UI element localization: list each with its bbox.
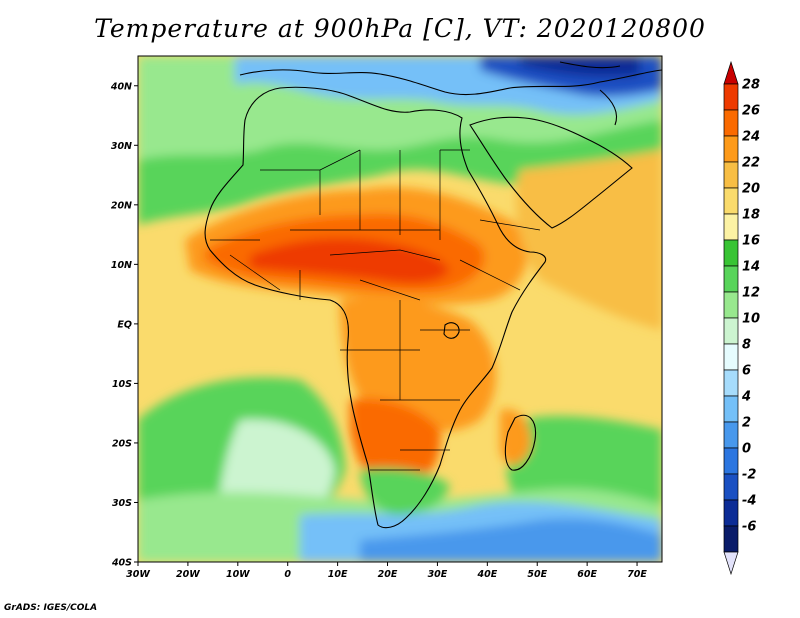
x-tick-label: 20W — [176, 569, 200, 580]
x-tick-label: 10E — [328, 569, 348, 580]
colorbar-swatch — [723, 187, 739, 215]
colorbar-max-triangle — [723, 60, 739, 85]
colorbar-swatch — [723, 83, 739, 111]
x-tick-label: 20E — [378, 569, 398, 580]
colorbar-swatch — [723, 447, 739, 475]
colorbar-swatch — [723, 291, 739, 319]
colorbar-label: 16 — [742, 234, 760, 249]
y-tick-label: 20S — [112, 438, 132, 449]
y-tick-label: 10N — [111, 260, 132, 271]
x-tick-label: 0 — [284, 569, 291, 580]
colorbar-label: 20 — [742, 182, 760, 197]
africa-coastline — [204, 86, 547, 529]
colorbar-swatch — [723, 213, 739, 241]
x-tick-label: 40E — [476, 569, 497, 580]
colorbar-label: 4 — [741, 390, 751, 405]
colorbar-label: 28 — [742, 78, 760, 93]
grads-credit: GrADS: IGES/COLA — [4, 603, 98, 613]
colorbar-label: 8 — [742, 338, 751, 353]
colorbar-label: 14 — [742, 260, 760, 275]
y-tick-label: 10S — [112, 379, 132, 390]
colorbar-min-triangle — [723, 551, 739, 576]
southern-colder — [360, 518, 662, 562]
x-tick-label: 30E — [428, 569, 448, 580]
country-borders — [210, 149, 541, 471]
colorbar-label: 6 — [742, 364, 751, 379]
colorbar-label: -2 — [742, 468, 756, 483]
colorbar-swatch — [723, 161, 739, 189]
caspian-coldest — [520, 56, 640, 77]
colorbar-swatch — [723, 135, 739, 163]
x-tick-label: 70E — [627, 569, 647, 580]
colorbar-swatch — [723, 525, 739, 553]
colorbar-swatch — [723, 343, 739, 371]
y-tick-label: 30N — [111, 141, 132, 152]
colorbar-label: 26 — [742, 104, 760, 119]
map-title: Temperature at 900hPa [C], VT: 202012080… — [94, 14, 706, 43]
south-africa-coast-cool — [360, 468, 450, 515]
colorbar-label: -4 — [742, 494, 756, 509]
madagascar-warm — [500, 409, 531, 465]
y-tick-label: 40S — [111, 558, 132, 569]
plot-frame — [137, 55, 663, 563]
y-tick-label: 40N — [110, 81, 132, 92]
colorbar-label: 10 — [742, 312, 760, 327]
colorbar-swatch — [723, 239, 739, 267]
colorbar-swatch — [723, 109, 739, 137]
y-tick-label: 20N — [111, 200, 132, 211]
y-tick-label: EQ — [117, 319, 132, 330]
madagascar-coastline — [504, 414, 537, 471]
y-tick-label: 30S — [112, 498, 132, 509]
axis-ticks: 30W 20W 10W 0 10E 20E 30E 40E 50E 60E 70E 40N 30N 20N… — [110, 81, 648, 580]
black-caspian-coastline — [559, 61, 621, 126]
colorbar-label: 12 — [742, 286, 760, 301]
central-africa-warm — [340, 298, 497, 432]
colorbar-swatch — [723, 369, 739, 397]
colorbar-label: 18 — [742, 208, 760, 223]
europe-coastline — [239, 69, 662, 96]
colorbar-swatch — [723, 317, 739, 345]
lake-victoria — [443, 322, 460, 339]
x-tick-label: 60E — [577, 569, 597, 580]
colorbar-label: 2 — [742, 416, 751, 431]
colorbar-swatch — [723, 395, 739, 423]
colorbar-swatch — [723, 421, 739, 449]
colorbar-label: -6 — [742, 520, 756, 535]
colorbar-swatch — [723, 473, 739, 501]
x-tick-label: 50E — [527, 569, 547, 580]
x-tick-label: 10W — [226, 569, 250, 580]
coastlines — [204, 61, 662, 529]
x-tick-label: 30W — [126, 569, 150, 580]
colorbar-label: 24 — [742, 130, 760, 145]
colorbar-swatch — [723, 499, 739, 527]
colorbar-label: 22 — [742, 156, 760, 171]
arabia-warm — [516, 150, 662, 330]
arabian-peninsula-coastline — [469, 116, 633, 229]
colorbar-swatch — [723, 265, 739, 293]
colorbar-label: 0 — [742, 442, 751, 457]
